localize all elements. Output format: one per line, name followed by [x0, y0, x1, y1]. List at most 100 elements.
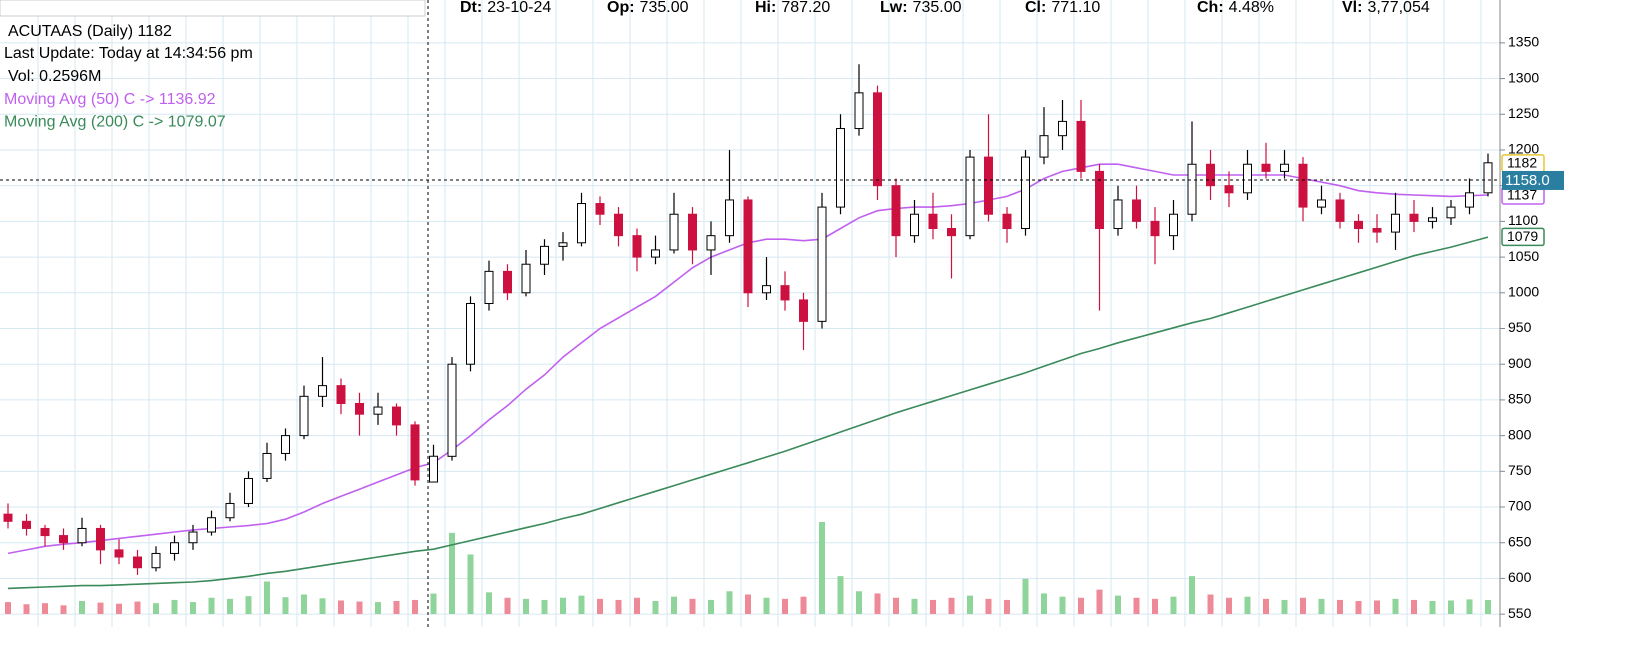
volume-bar: [837, 576, 844, 614]
candle-body: [355, 402, 364, 415]
volume-bar: [338, 600, 344, 614]
candle-body: [614, 213, 623, 237]
volume-bar: [1133, 597, 1140, 614]
candle-body: [151, 552, 161, 569]
volume-bar: [893, 597, 899, 614]
candle-body: [1243, 163, 1252, 194]
candle-body: [595, 203, 605, 215]
volume-bar: [1448, 600, 1454, 614]
volume-bar: [615, 599, 622, 614]
candle-body: [1169, 213, 1178, 237]
volume-bar: [5, 602, 11, 614]
candle-body: [466, 303, 475, 365]
candle-body: [40, 527, 50, 537]
candle-body: [540, 245, 549, 265]
volume-bar: [1059, 596, 1066, 614]
volume-bar: [541, 599, 548, 614]
candle-body: [1002, 213, 1012, 230]
volume-bar: [578, 595, 585, 614]
volume-bar: [208, 597, 215, 614]
candle-body: [207, 517, 216, 533]
volume-bar: [1281, 599, 1288, 614]
candle-body: [632, 235, 642, 258]
volume-bar: [60, 605, 67, 614]
candle-body: [725, 199, 734, 237]
candle-body: [577, 203, 586, 244]
volume-bar: [1374, 600, 1380, 614]
volume-bar: [1004, 599, 1010, 614]
candle-body: [281, 435, 290, 454]
candle-body: [1298, 163, 1308, 208]
crosshair-tag-label: 1158.0: [1505, 172, 1550, 189]
candle-body: [1446, 206, 1456, 219]
volume-bar: [708, 599, 714, 614]
candle-body: [22, 520, 31, 529]
volume-bar: [911, 598, 918, 614]
candle-body: [59, 535, 68, 544]
candle-body: [1483, 162, 1493, 194]
volume-bar: [1189, 576, 1195, 614]
plot: [0, 64, 1500, 590]
y-tick-label: 1200: [1508, 141, 1539, 157]
price-tag-label: 1079: [1507, 228, 1538, 244]
volume-bar: [1337, 599, 1343, 614]
candle-body: [1465, 192, 1474, 208]
header-label: Lw:: [880, 0, 908, 16]
candle-body: [3, 513, 13, 522]
volume-bar: [800, 596, 807, 614]
volume-bar: [1078, 597, 1084, 614]
volume-bar: [430, 593, 437, 614]
candle-body: [1317, 199, 1326, 208]
candle-body: [447, 363, 457, 457]
candle-body: [373, 406, 383, 415]
y-tick-label: 850: [1508, 391, 1532, 407]
candle-body: [336, 385, 346, 404]
candle-body: [392, 406, 401, 426]
candle-body: [558, 242, 568, 247]
volume-bar: [597, 598, 603, 614]
volume-bar: [634, 597, 640, 614]
volume-bar: [375, 602, 381, 614]
volume-bar: [319, 598, 326, 614]
moving-average-line: [7, 236, 1489, 590]
header-value: 3,77,054: [1367, 0, 1429, 16]
candle-body: [503, 270, 512, 294]
header-value: 735.00: [913, 0, 962, 16]
y-tick-label: 700: [1508, 498, 1532, 514]
candle-body: [1095, 170, 1104, 230]
volume-bar: [1485, 599, 1491, 614]
y-tick-label: 550: [1508, 605, 1532, 621]
volume-bar: [504, 597, 511, 614]
volume-bar: [301, 594, 307, 614]
price-tag-label: 1182: [1507, 155, 1537, 171]
volume-bar: [1392, 598, 1399, 614]
header-value: 787.20: [781, 0, 830, 16]
volume-bar: [134, 601, 141, 614]
candle-body: [965, 156, 975, 237]
volume-bar: [467, 554, 474, 614]
legend-entry: Moving Avg (200) C -> 1079.07: [4, 114, 226, 131]
volume-bar: [1226, 597, 1232, 614]
grid: [0, 0, 1500, 627]
volume-bar: [560, 597, 566, 614]
candle-body: [651, 249, 660, 258]
volume-bar: [153, 603, 159, 614]
volume-bar: [245, 596, 252, 614]
candle-body: [225, 502, 235, 519]
volume-bar: [1115, 595, 1121, 614]
volume-bar: [42, 603, 48, 614]
volume-bars: [5, 522, 1491, 614]
candle-body: [817, 206, 827, 322]
volume-bar: [264, 581, 270, 614]
volume-bar: [1041, 593, 1047, 614]
candle-body: [1206, 163, 1215, 187]
header: Dt: 23-10-24 Op: 735.00 Hi: 787.20 Lw: 735.00 Cl…: [460, 0, 1430, 16]
volume-bar: [1429, 601, 1436, 614]
volume-bar: [190, 602, 196, 614]
volume-bar: [282, 597, 289, 614]
candle-body: [1428, 217, 1437, 222]
y-tick-label: 900: [1508, 355, 1532, 371]
candle-body: [1058, 120, 1067, 137]
candle-body: [1372, 228, 1382, 233]
price-tag-box: [1501, 227, 1545, 247]
